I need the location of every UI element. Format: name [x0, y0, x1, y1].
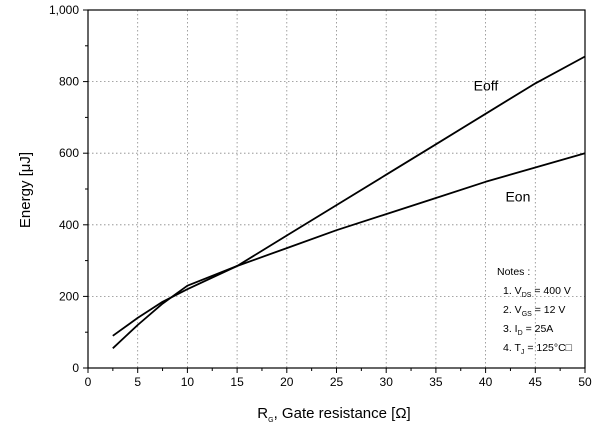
y-axis-title: Energy [μJ] — [17, 152, 34, 228]
x-axis-title-rest: , Gate resistance [Ω] — [274, 405, 411, 422]
notes-box: Notes : 1. VDS = 400 V 2. VGS = 12 V 3. ID … — [497, 266, 573, 356]
x-axis-ticks: 0 5 10 15 20 25 30 35 40 45 50 — [85, 368, 592, 389]
grid — [88, 10, 585, 368]
series-lines — [112, 55, 586, 349]
y-tick-label: 200 — [59, 289, 79, 303]
x-tick-label: 50 — [578, 375, 592, 389]
x-tick-label: 25 — [330, 375, 344, 389]
x-tick-label: 15 — [230, 375, 244, 389]
y-tick-label: 400 — [59, 218, 79, 232]
note-item: 1. VDS = 400 V — [503, 285, 571, 299]
x-tick-label: 35 — [429, 375, 443, 389]
y-tick-label: 600 — [59, 146, 79, 160]
series-line-eon — [112, 152, 586, 337]
series-label-eon: Eon — [505, 189, 530, 205]
note-item: 3. ID = 25A — [503, 323, 553, 337]
x-axis-title-main: R — [257, 405, 268, 422]
y-axis-ticks: 0 200 400 600 800 1,000 — [49, 3, 88, 375]
y-tick-label: 800 — [59, 75, 79, 89]
x-tick-label: 45 — [529, 375, 543, 389]
x-tick-label: 20 — [280, 375, 294, 389]
y-tick-label: 1,000 — [49, 3, 79, 17]
series-labels: Eoff Eon — [474, 78, 531, 205]
x-tick-label: 10 — [181, 375, 195, 389]
series-line-eoff — [112, 55, 586, 349]
note-item: 4. TJ = 125°C□ — [503, 342, 573, 356]
x-tick-label: 40 — [479, 375, 493, 389]
x-tick-label: 5 — [134, 375, 141, 389]
x-tick-label: 0 — [85, 375, 92, 389]
note-item: 2. VGS = 12 V — [503, 304, 565, 318]
y-tick-label: 0 — [72, 361, 79, 375]
x-axis-title-sub: G — [268, 417, 273, 424]
x-axis-title: RG, Gate resistance [Ω] — [257, 405, 410, 424]
series-label-eoff: Eoff — [474, 78, 499, 94]
x-tick-label: 30 — [380, 375, 394, 389]
notes-title: Notes : — [497, 266, 530, 278]
